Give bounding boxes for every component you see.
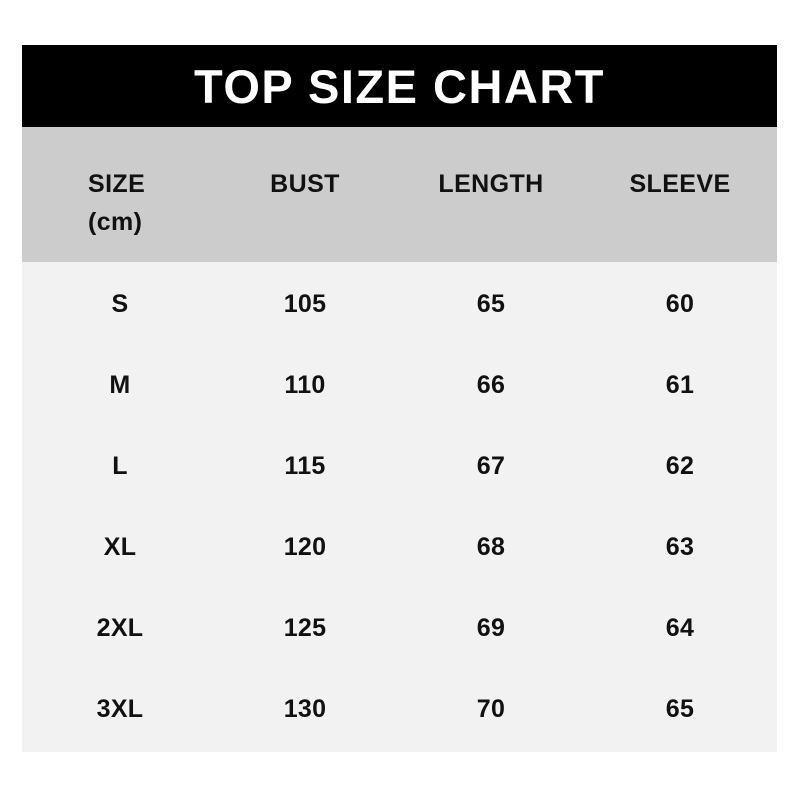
cell-bust: 115 [284,452,326,480]
table-row: 2XL 125 69 64 [22,610,777,691]
cell-size: XL [103,533,137,561]
column-header-length: LENGTH [438,170,544,198]
cell-sleeve: 64 [665,614,695,642]
table-row: S 105 65 60 [22,286,777,367]
column-header-size-unit: (cm) [88,208,143,236]
cell-size: L [112,452,128,480]
cell-sleeve: 62 [665,452,695,480]
cell-size: M [109,371,131,399]
cell-sleeve: 61 [665,371,695,399]
table-header-row: SIZE (cm) BUST LENGTH SLEEVE [22,127,777,262]
chart-title-banner: TOP SIZE CHART [22,45,777,127]
cell-length: 70 [476,695,506,723]
cell-length: 65 [476,290,506,318]
table-row: XL 120 68 63 [22,529,777,610]
cell-bust: 125 [283,614,327,642]
column-header-sleeve: SLEEVE [629,170,731,198]
table-row: L 115 67 62 [22,448,777,529]
cell-size: 3XL [96,695,144,723]
table-row: M 110 66 61 [22,367,777,448]
cell-size: 2XL [96,614,144,642]
column-header-bust: BUST [270,170,340,198]
cell-bust: 130 [283,695,327,723]
cell-sleeve: 60 [665,290,695,318]
cell-bust: 110 [284,371,326,399]
column-header-size: SIZE (cm) [88,172,145,235]
table-row: 3XL 130 70 65 [22,691,777,772]
cell-length: 66 [476,371,506,399]
cell-size: S [111,290,129,318]
cell-length: 68 [476,533,506,561]
size-chart-table: TOP SIZE CHART SIZE (cm) BUST LENGTH SLE… [22,45,777,752]
cell-sleeve: 63 [665,533,695,561]
cell-bust: 105 [283,290,327,318]
column-header-size-label: SIZE [88,170,146,198]
cell-bust: 120 [283,533,327,561]
cell-length: 67 [476,452,506,480]
table-body: S 105 65 60 M 110 66 61 L 115 67 62 XL 1… [22,262,777,752]
page-title: TOP SIZE CHART [194,59,605,113]
cell-length: 69 [476,614,506,642]
cell-sleeve: 65 [665,695,695,723]
